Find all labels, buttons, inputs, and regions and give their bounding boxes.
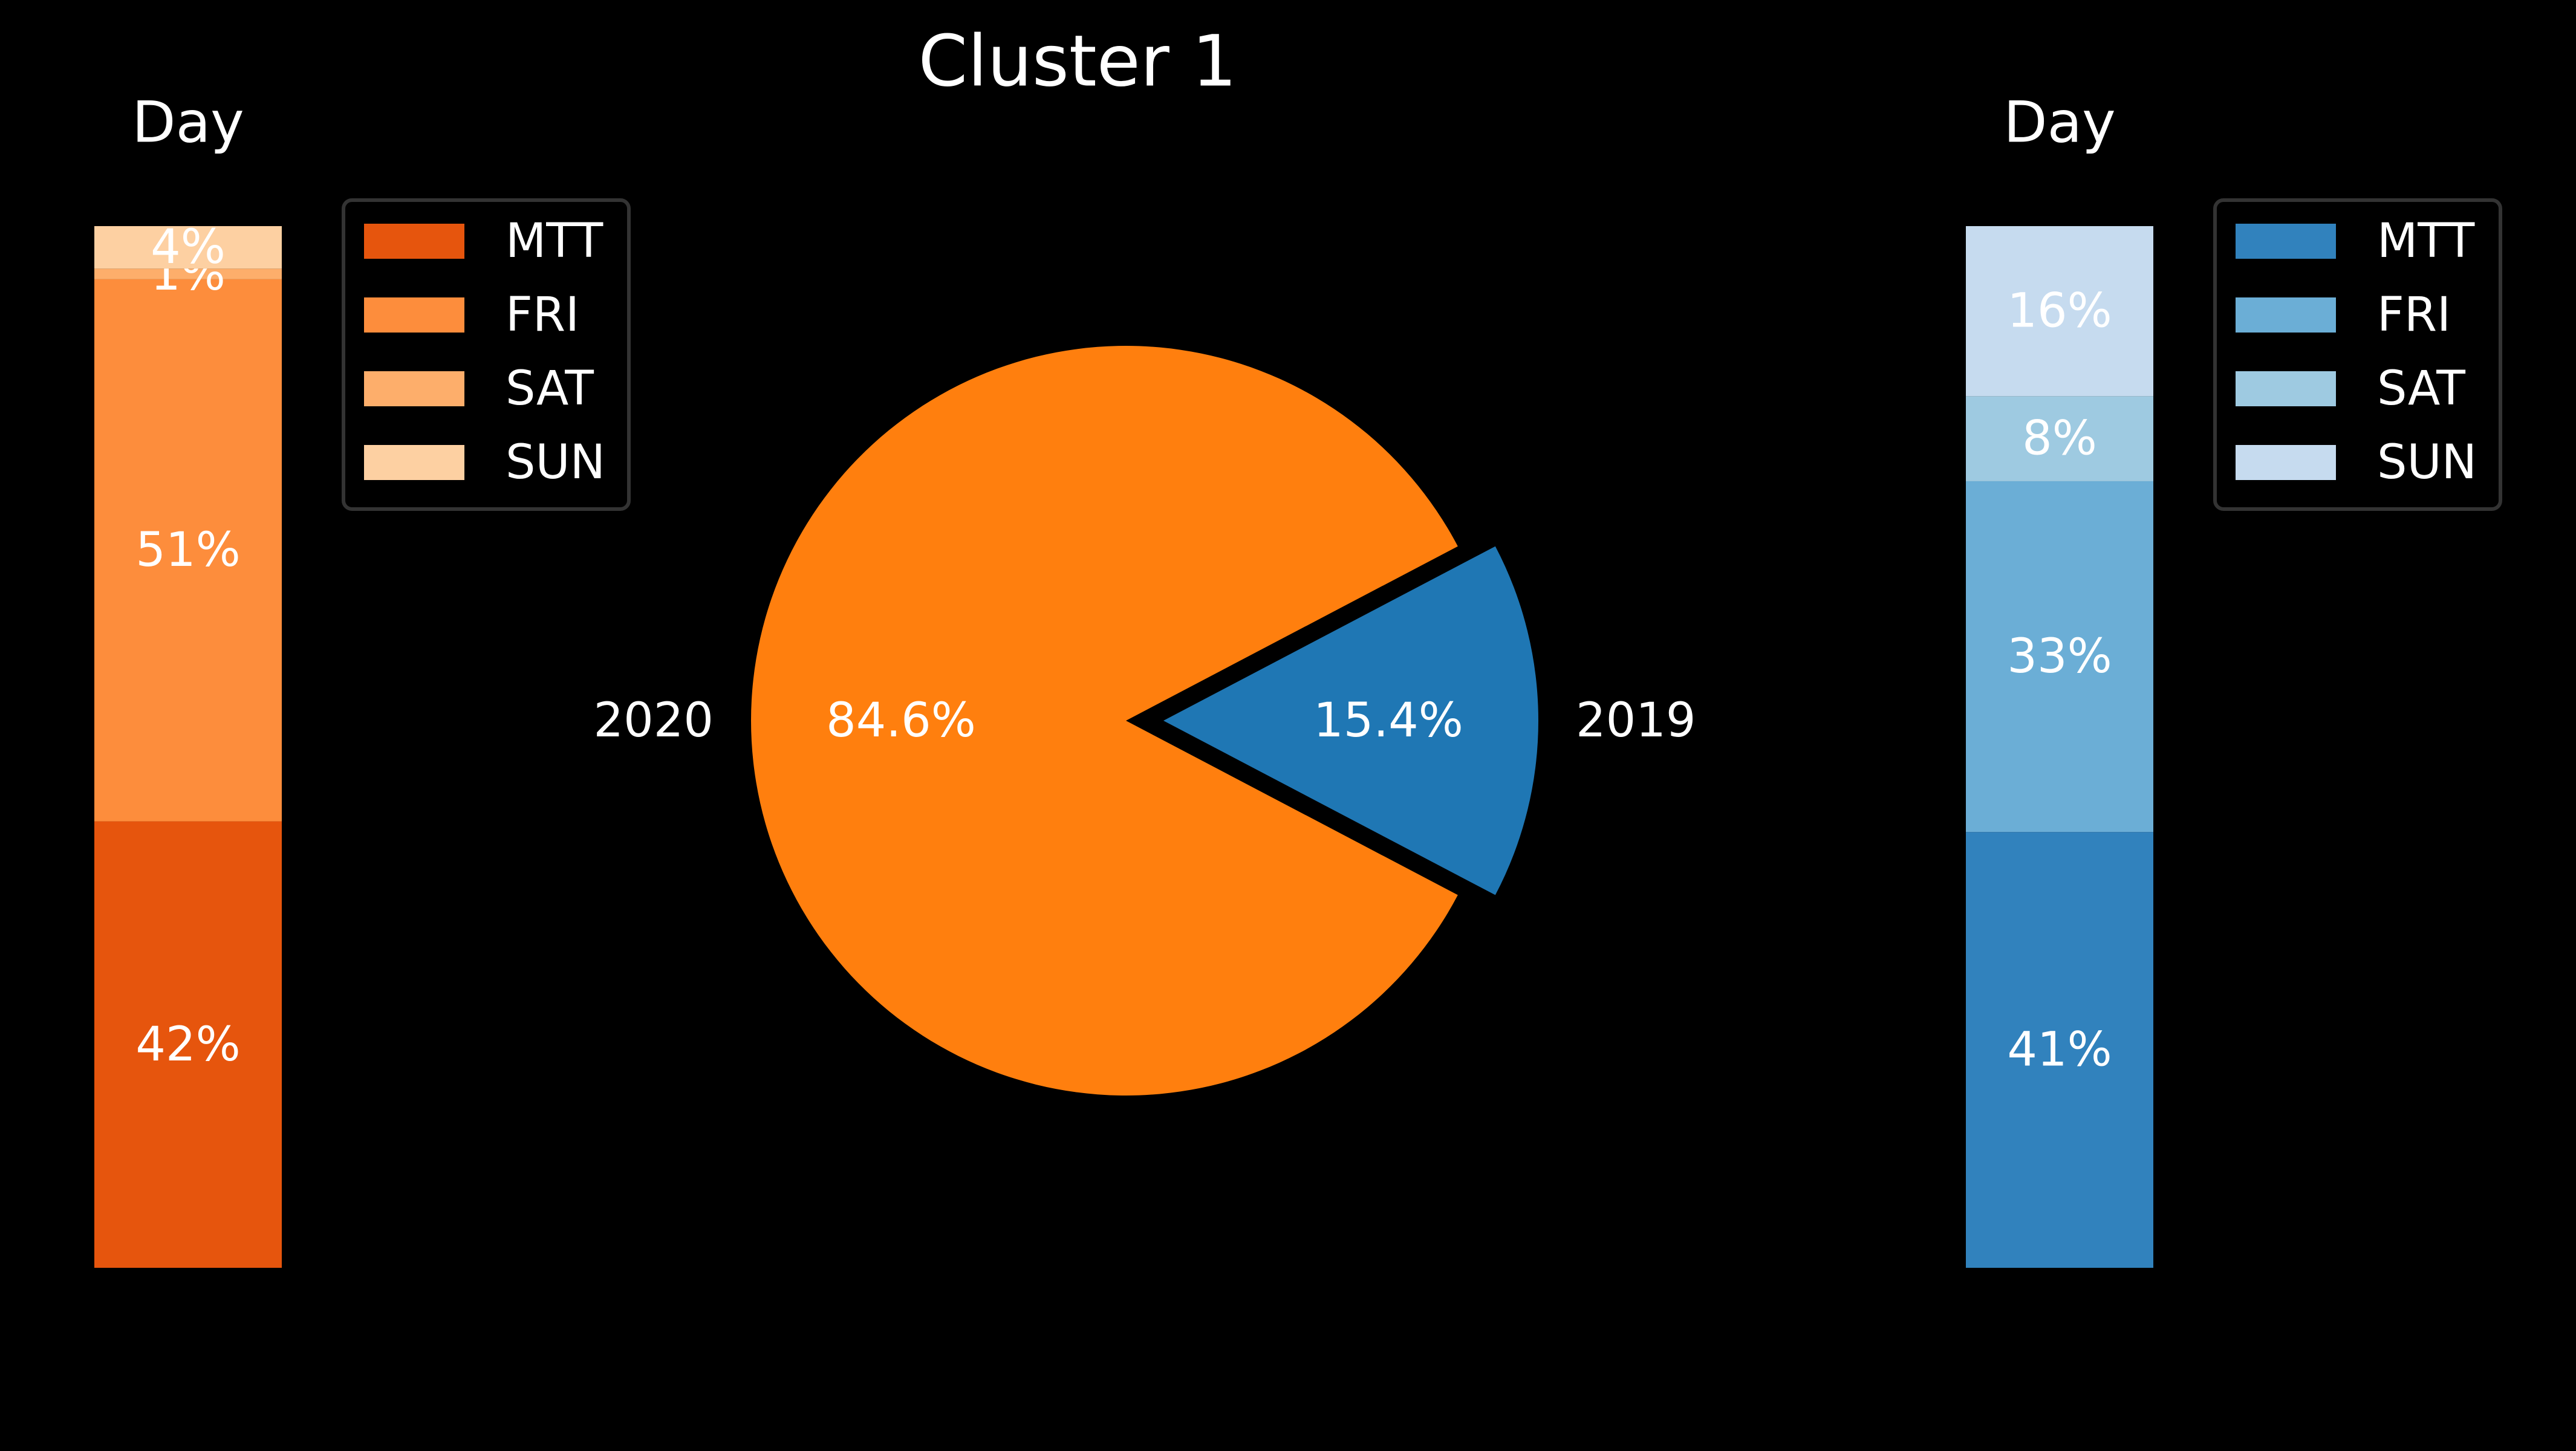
legend-label-SAT: SAT: [2377, 362, 2465, 416]
legend-swatch-SAT: [2236, 371, 2336, 406]
legend-swatch-MTT: [364, 224, 464, 259]
bar-segment-SUN: [1966, 226, 2153, 397]
legend-label-MTT: MTT: [2377, 214, 2475, 268]
bar-legend: MTT FRI SAT SUN: [2213, 198, 2502, 511]
bar-segment-label-SUN: 16%: [2007, 284, 2112, 339]
legend-swatch-FRI: [2236, 297, 2336, 333]
legend-label-SUN: SUN: [2377, 435, 2477, 490]
legend-label-FRI: FRI: [2377, 288, 2451, 342]
legend-label-SUN: SUN: [506, 435, 605, 490]
bar-legend: MTT FRI SAT SUN: [342, 198, 631, 511]
bar-segment-label-MTT: 41%: [2007, 1023, 2112, 1077]
bar-chart-title: Day: [2003, 90, 2116, 156]
pie-chart-title: Cluster 1: [919, 20, 1237, 103]
legend-swatch-SUN: [364, 445, 464, 480]
legend-frame: [2213, 198, 2502, 511]
legend-swatch-FRI: [364, 297, 464, 333]
pie-pct-label-2019: 15.4%: [1313, 693, 1463, 748]
legend-swatch-MTT: [2236, 224, 2336, 259]
bar-segment-MTT: [1966, 832, 2153, 1268]
bar-segment-label-SUN: 4%: [151, 220, 226, 274]
bar-segment-FRI: [94, 279, 282, 822]
pie-category-label-2019: 2019: [1576, 693, 1696, 748]
bar-segment-label-FRI: 51%: [135, 523, 240, 577]
right-stacked-bar-chart: Day 41% 33% 8% 16% MTT FRI SAT SUN: [1966, 90, 2502, 1268]
legend-label-MTT: MTT: [506, 214, 603, 268]
legend-label-SAT: SAT: [506, 362, 594, 416]
bar-segment-SAT: [1966, 396, 2153, 481]
pie-slice-2019: [1163, 546, 1538, 895]
bar-segment-label-FRI: 33%: [2007, 629, 2112, 684]
bar-segment-MTT: [94, 821, 282, 1268]
bar-segment-SAT: [94, 268, 282, 279]
pie-chart: 84.6% 2020 15.4% 2019: [593, 346, 1696, 1096]
pie-slice-2020: [751, 346, 1458, 1096]
bar-chart-title: Day: [132, 90, 244, 156]
legend-swatch-SUN: [2236, 445, 2336, 480]
bar-segment-label-MTT: 42%: [135, 1018, 240, 1072]
legend-label-FRI: FRI: [506, 288, 579, 342]
bar-segment-SUN: [94, 226, 282, 269]
pie-pct-label-2020: 84.6%: [826, 693, 976, 748]
bar-segment-label-SAT: 8%: [2022, 412, 2097, 466]
bar-segment-FRI: [1966, 481, 2153, 833]
legend-swatch-SAT: [364, 371, 464, 406]
legend-frame: [342, 198, 631, 511]
pie-category-label-2020: 2020: [593, 693, 714, 748]
